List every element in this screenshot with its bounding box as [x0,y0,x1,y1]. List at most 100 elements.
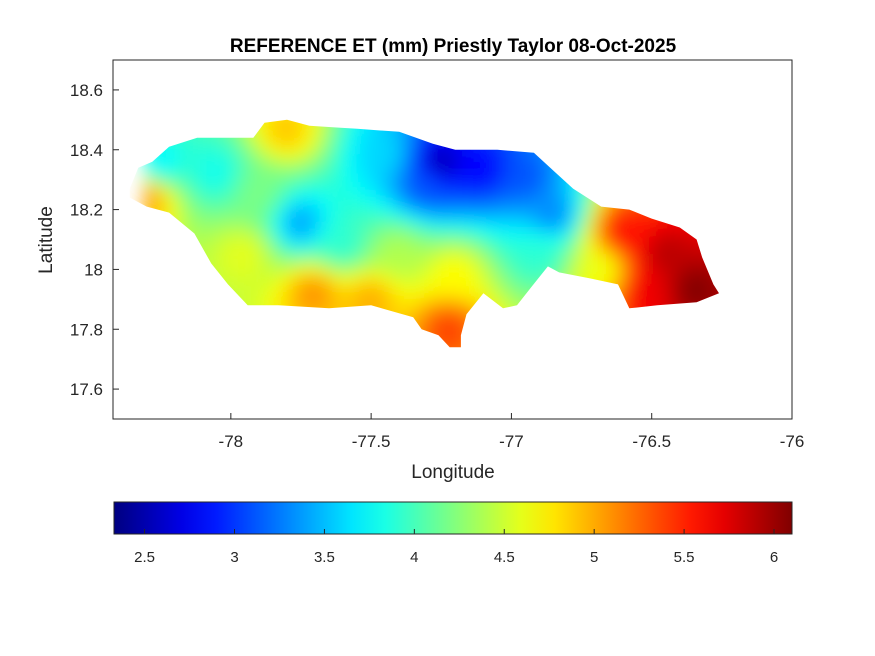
heatmap-cell [384,224,396,236]
heatmap-cell [504,264,516,276]
heatmap-cell [594,224,606,236]
heatmap-cell [234,164,246,176]
heatmap-cell [354,274,366,286]
heatmap-cell [314,284,326,296]
heatmap-cell [604,254,616,266]
heatmap-cell [354,264,366,276]
heatmap-cell [414,284,426,296]
heatmap-cell [244,284,256,296]
heatmap-cell [374,184,386,196]
heatmap-cell [254,224,266,236]
heatmap-cell [474,154,486,166]
heatmap-cell [174,164,186,176]
heatmap-cell [164,174,176,186]
heatmap-cell [504,214,516,226]
heatmap-cell [384,174,396,186]
colorbar-tick-label: 4.5 [494,549,515,566]
heatmap-cell [714,284,720,296]
heatmap-cell [604,214,616,226]
heatmap-cell [484,274,496,286]
heatmap-cell [254,264,266,276]
heatmap-cell [214,204,226,216]
heatmap-cell [424,274,436,286]
heatmap-cell [344,224,356,236]
heatmap-cell [264,274,276,286]
heatmap-cell [684,264,696,276]
heatmap-cell [384,264,396,276]
heatmap-cell [384,244,396,256]
heatmap-cell [284,254,296,266]
heatmap-cell [284,244,296,256]
heatmap-cell [434,184,446,196]
heatmap-cell [614,234,626,246]
heatmap-cell [264,254,276,266]
heatmap-cell [254,274,266,286]
heatmap-cell [404,244,416,256]
heatmap-cell [454,244,466,256]
heatmap-cell [574,244,586,256]
heatmap-cell [524,234,536,246]
heatmap-cell [204,214,216,226]
heatmap-cell [564,234,576,246]
heatmap-cell [374,234,386,246]
heatmap-cell [224,164,236,176]
heatmap-cell [604,264,616,276]
heatmap-cell [494,204,506,216]
heatmap-cell [294,144,306,156]
heatmap-cell [614,274,626,286]
heatmap-cell [504,174,516,186]
heatmap-cell [344,154,356,166]
heatmap-cell [154,174,166,186]
heatmap-cell [404,194,416,206]
heatmap-cell [504,244,516,256]
heatmap-cell [404,204,416,216]
heatmap-cell [614,264,626,276]
heatmap-cell [384,274,396,286]
heatmap-cell [654,234,666,246]
heatmap-cell [344,294,356,306]
heatmap-cell [324,154,336,166]
heatmap-cell [464,204,476,216]
heatmap-cell [234,154,246,166]
heatmap-cell [194,214,206,226]
heatmap-cell [334,184,346,196]
heatmap-cell [444,264,456,276]
heatmap-cell [304,294,316,306]
heatmap-cell [244,264,256,276]
heatmap-cell [644,284,656,296]
heatmap-cell [254,154,266,166]
heatmap-cell [334,234,346,246]
y-tick-label: 17.6 [70,380,103,399]
heatmap-cell [414,244,426,256]
heatmap-cell [584,204,596,216]
heatmap-cell [184,174,196,186]
colorbar-tick-label: 6 [770,549,778,566]
y-tick-label: 18.6 [70,81,103,100]
heatmap-cell [354,234,366,246]
colorbar-gradient [113,501,793,535]
heatmap-cell [314,214,326,226]
heatmap-cell [504,234,516,246]
heatmap-cell [324,194,336,206]
heatmap-cell [444,164,456,176]
heatmap-cell [684,274,696,286]
heatmap-cell [584,234,596,246]
heatmap-cell [554,254,566,266]
heatmap-cell [174,194,186,206]
heatmap-cell [344,164,356,176]
heatmap-cell [214,224,226,236]
heatmap-cell [274,234,286,246]
heatmap-cell [624,224,636,236]
heatmap-cell [374,134,386,146]
heatmap-cell [274,274,286,286]
heatmap-cell [214,144,226,156]
heatmap-cell [644,274,656,286]
y-tick-label: 18 [84,260,103,279]
heatmap-cell [664,234,676,246]
heatmap-cell [254,254,266,266]
heatmap-cell [144,194,156,206]
heatmap-cell [224,144,236,156]
heatmap-cell [264,234,276,246]
heatmap-cell [614,214,626,226]
heatmap-cell [444,224,456,236]
